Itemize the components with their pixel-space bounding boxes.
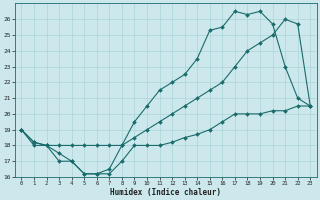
X-axis label: Humidex (Indice chaleur): Humidex (Indice chaleur) — [110, 188, 221, 197]
